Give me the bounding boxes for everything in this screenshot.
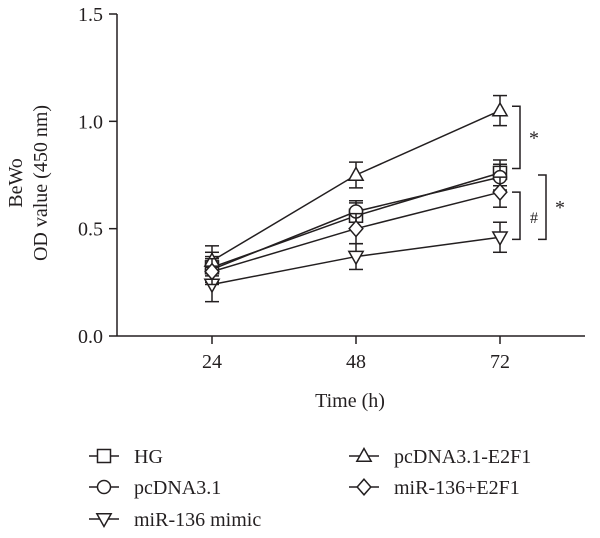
significance-bracket bbox=[538, 174, 547, 241]
x-ticks: 24 48 72 bbox=[202, 336, 510, 373]
series-diamond bbox=[204, 176, 508, 286]
y-axis-label-line-2: OD value (450 nm) bbox=[30, 105, 52, 261]
data-point bbox=[491, 101, 509, 117]
y-tick-label: 1.0 bbox=[78, 111, 103, 133]
legend-item: miR-136 mimic bbox=[89, 509, 261, 531]
y-tick-label: 0.5 bbox=[78, 219, 103, 241]
y-axis-label-line-1: BeWo bbox=[5, 158, 27, 208]
y-tick-label: 1.5 bbox=[78, 4, 103, 26]
data-point bbox=[204, 262, 220, 281]
legend-label: pcDNA3.1 bbox=[134, 477, 221, 499]
y-ticks: 0.0 0.5 1.0 1.5 bbox=[78, 4, 117, 348]
legend-marker bbox=[96, 448, 112, 464]
x-tick-label: 24 bbox=[202, 351, 222, 373]
legend-label: miR-136 mimic bbox=[134, 509, 261, 531]
legend-marker bbox=[96, 479, 112, 495]
legend-marker bbox=[95, 513, 113, 529]
axes bbox=[116, 14, 585, 337]
data-point bbox=[348, 219, 364, 238]
legend-marker bbox=[355, 446, 373, 462]
significance-bracket bbox=[512, 105, 521, 170]
significance-label: * bbox=[529, 127, 539, 149]
x-tick-label: 72 bbox=[490, 351, 510, 373]
legend-item: pcDNA3.1-E2F1 bbox=[349, 446, 531, 468]
significance-label: * bbox=[555, 197, 565, 219]
legend-item: pcDNA3.1 bbox=[89, 477, 221, 499]
legend-label: HG bbox=[134, 446, 163, 468]
series-triangle-down bbox=[203, 221, 509, 303]
significance-brackets: * # * bbox=[512, 105, 565, 241]
significance-label: # bbox=[530, 210, 538, 227]
data-point bbox=[347, 250, 365, 266]
legend-item: miR-136+E2F1 bbox=[349, 477, 520, 499]
x-axis-label: Time (h) bbox=[315, 390, 385, 412]
legend: HG pcDNA3.1 miR-136 mimic pcDNA3.1-E2F1 miR-… bbox=[89, 446, 531, 531]
data-point bbox=[492, 183, 508, 202]
series-group bbox=[203, 94, 509, 303]
legend-item: HG bbox=[89, 446, 163, 468]
legend-label: pcDNA3.1-E2F1 bbox=[394, 446, 531, 468]
data-point bbox=[491, 231, 509, 247]
significance-bracket bbox=[512, 191, 521, 241]
y-tick-label: 0.0 bbox=[78, 326, 103, 348]
legend-label: miR-136+E2F1 bbox=[394, 477, 520, 499]
x-tick-label: 48 bbox=[346, 351, 366, 373]
data-point bbox=[347, 165, 365, 181]
legend-marker bbox=[356, 478, 372, 496]
